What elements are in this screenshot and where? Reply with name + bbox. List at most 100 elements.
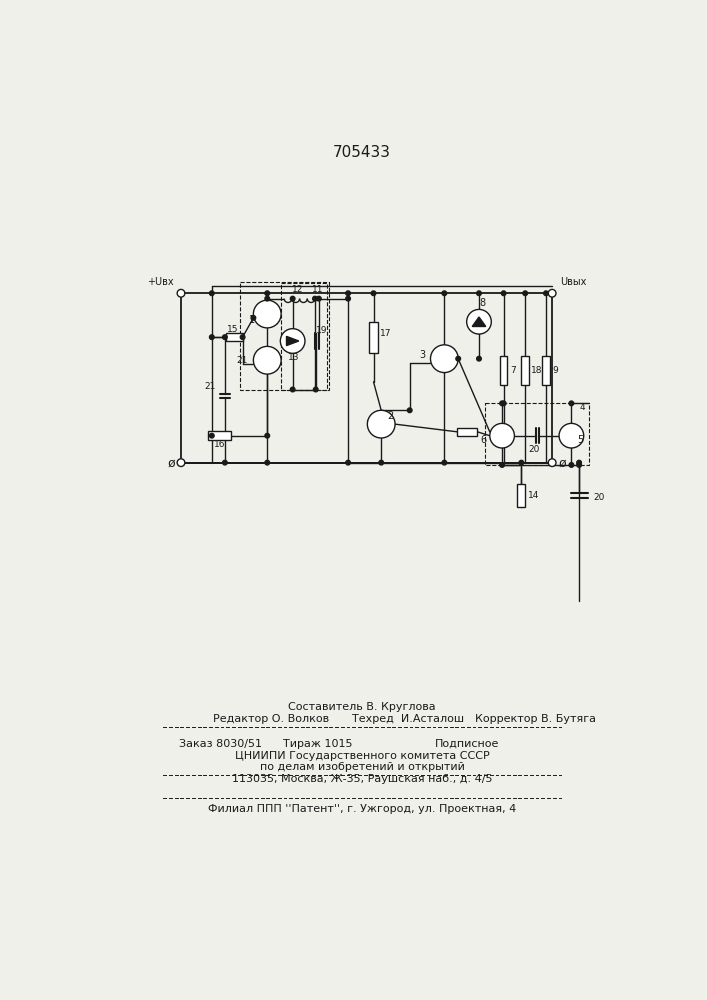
- Circle shape: [209, 335, 214, 339]
- Text: Корректор В. Бутяга: Корректор В. Бутяга: [475, 714, 596, 724]
- Circle shape: [577, 460, 581, 465]
- Circle shape: [519, 460, 524, 465]
- Text: 16: 16: [214, 440, 226, 449]
- Text: Uвых: Uвых: [560, 277, 586, 287]
- Circle shape: [500, 401, 504, 406]
- Text: Редактор О. Волков: Редактор О. Волков: [214, 714, 329, 724]
- Circle shape: [501, 401, 506, 406]
- Circle shape: [577, 463, 581, 467]
- Text: 2: 2: [387, 411, 394, 421]
- Circle shape: [501, 291, 506, 296]
- Text: Тираж 1015: Тираж 1015: [283, 739, 352, 749]
- Text: Техред  И.Асталош: Техред И.Асталош: [352, 714, 464, 724]
- Text: 9: 9: [552, 366, 558, 375]
- Bar: [485, 403, 589, 465]
- Circle shape: [368, 410, 395, 438]
- Bar: [240, 282, 329, 389]
- Text: 15: 15: [227, 325, 238, 334]
- Circle shape: [549, 459, 556, 467]
- Circle shape: [240, 335, 245, 339]
- Circle shape: [477, 356, 481, 361]
- Circle shape: [346, 460, 351, 465]
- Text: Подписное: Подписное: [436, 739, 500, 749]
- Text: 4: 4: [580, 403, 585, 412]
- Text: 12: 12: [293, 285, 304, 294]
- Text: Филиал ППП ''Патент'', г. Ужгород, ул. Проектная, 4: Филиал ППП ''Патент'', г. Ужгород, ул. П…: [208, 804, 516, 814]
- Text: ø: ø: [559, 457, 566, 470]
- Text: 20: 20: [593, 493, 604, 502]
- Circle shape: [312, 296, 317, 301]
- Text: ЦНИИПИ Государственного комитета СССР: ЦНИИПИ Государственного комитета СССР: [235, 751, 489, 761]
- Text: 3: 3: [420, 350, 426, 360]
- Circle shape: [569, 401, 573, 406]
- Circle shape: [265, 296, 269, 301]
- Circle shape: [456, 356, 460, 361]
- Circle shape: [209, 433, 214, 438]
- Circle shape: [291, 296, 295, 301]
- Text: 7: 7: [510, 366, 515, 375]
- Text: +Uвх: +Uвх: [146, 277, 173, 287]
- Polygon shape: [472, 317, 486, 326]
- Circle shape: [500, 463, 504, 467]
- Polygon shape: [286, 336, 299, 346]
- Bar: [521, 356, 529, 385]
- Circle shape: [251, 316, 256, 320]
- Circle shape: [291, 387, 295, 392]
- Text: 21: 21: [204, 382, 216, 391]
- Text: по делам изобретений и открытий: по делам изобретений и открытий: [259, 762, 464, 772]
- Circle shape: [281, 329, 305, 353]
- Circle shape: [223, 335, 227, 339]
- Circle shape: [379, 460, 383, 465]
- Text: 13: 13: [288, 353, 300, 362]
- Text: 14: 14: [527, 491, 539, 500]
- Bar: [500, 356, 508, 385]
- Text: 8: 8: [480, 298, 486, 308]
- Bar: [281, 283, 327, 389]
- Bar: [208, 431, 231, 440]
- Bar: [369, 322, 378, 353]
- Circle shape: [431, 345, 458, 373]
- Circle shape: [549, 289, 556, 297]
- Circle shape: [467, 309, 491, 334]
- Circle shape: [569, 463, 573, 467]
- Text: 11: 11: [312, 285, 323, 294]
- Circle shape: [442, 291, 447, 296]
- Circle shape: [253, 300, 281, 328]
- Circle shape: [317, 296, 321, 301]
- Circle shape: [177, 459, 185, 467]
- Circle shape: [265, 460, 269, 465]
- Text: 19: 19: [316, 326, 327, 335]
- Text: 1: 1: [249, 315, 255, 325]
- Text: 6: 6: [481, 435, 486, 445]
- Circle shape: [523, 291, 527, 296]
- Text: 17: 17: [380, 329, 392, 338]
- Circle shape: [265, 291, 269, 296]
- Text: 5: 5: [578, 435, 584, 445]
- Bar: [542, 356, 550, 385]
- Circle shape: [346, 296, 351, 301]
- Text: ø: ø: [168, 457, 175, 470]
- Text: Заказ 8030/51: Заказ 8030/51: [179, 739, 262, 749]
- Circle shape: [223, 460, 227, 465]
- Text: 20: 20: [529, 445, 540, 454]
- Circle shape: [209, 291, 214, 296]
- Circle shape: [490, 423, 515, 448]
- Circle shape: [253, 346, 281, 374]
- Circle shape: [407, 408, 412, 413]
- Circle shape: [559, 423, 584, 448]
- Circle shape: [265, 433, 269, 438]
- Bar: [518, 484, 525, 507]
- Bar: [226, 333, 243, 341]
- Text: 705433: 705433: [333, 145, 391, 160]
- Circle shape: [371, 291, 376, 296]
- Circle shape: [313, 387, 318, 392]
- Circle shape: [544, 291, 549, 296]
- Circle shape: [442, 460, 447, 465]
- Bar: [457, 428, 477, 436]
- Text: 21: 21: [237, 356, 248, 365]
- Text: 18: 18: [532, 366, 543, 375]
- Text: 113035, Москва, Ж-35, Раушская наб., д. 4/5: 113035, Москва, Ж-35, Раушская наб., д. …: [232, 774, 492, 784]
- Circle shape: [346, 291, 351, 296]
- Circle shape: [177, 289, 185, 297]
- Circle shape: [477, 291, 481, 296]
